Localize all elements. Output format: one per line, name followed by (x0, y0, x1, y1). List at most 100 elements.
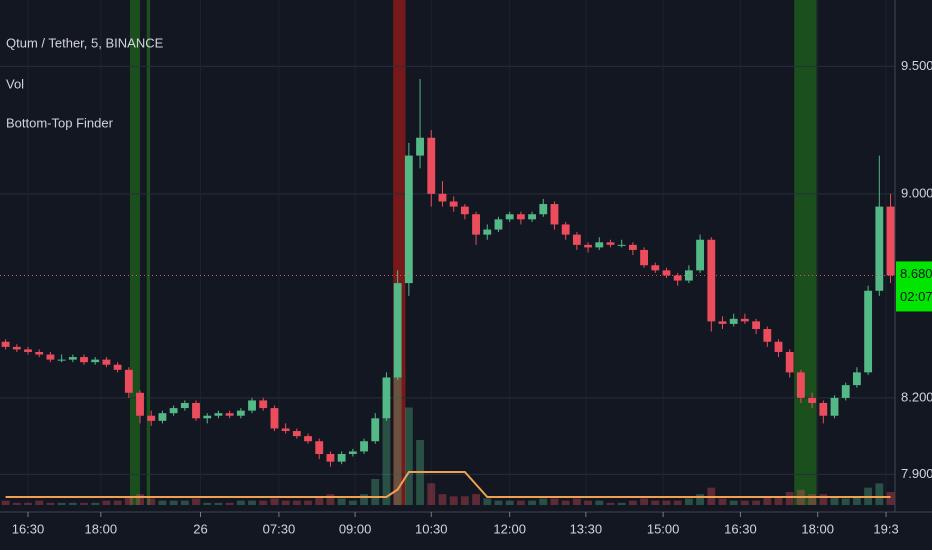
volume-bar (371, 479, 380, 505)
candle-body (102, 359, 111, 365)
candle-body (539, 204, 548, 215)
candle-body (80, 357, 88, 363)
candle-body (304, 436, 312, 442)
candle-body (449, 201, 458, 207)
volume-bar (225, 502, 234, 505)
volume-bar (136, 494, 144, 505)
volume-bar (606, 502, 615, 505)
volume-bar (124, 496, 133, 505)
volume-bar (561, 500, 570, 505)
candle-body (460, 206, 469, 215)
candle-body (628, 244, 637, 250)
x-tick-label: 15:00 (647, 521, 680, 536)
volume-bar (483, 498, 492, 505)
volume-bar (46, 502, 55, 505)
candle-body (136, 392, 144, 416)
candle-body (292, 431, 301, 437)
volume-bar (875, 483, 884, 505)
last-price-label: 8.680 (900, 266, 932, 281)
volume-bar (662, 500, 671, 505)
candle-body (505, 214, 514, 220)
x-tick-label: 16:30 (12, 521, 45, 536)
volume-bar (673, 500, 682, 505)
candle-body (12, 346, 21, 350)
volume-bar (248, 500, 256, 505)
candle-body (404, 155, 413, 284)
volume-bar (494, 500, 503, 505)
volume-bar (180, 500, 189, 505)
candle-body (595, 242, 604, 248)
candle-body (382, 377, 391, 419)
candle-body (740, 318, 749, 322)
volume-bar (819, 494, 828, 505)
volume-bar (651, 500, 660, 505)
candle-body (472, 214, 480, 235)
candle-body (774, 341, 783, 352)
volume-bar (102, 500, 111, 505)
candle-body (572, 234, 581, 245)
candle-body (24, 349, 32, 352)
volume-bar (404, 407, 413, 505)
volume-bar (337, 498, 346, 505)
candle-body (864, 290, 873, 373)
volume-bar (304, 500, 312, 505)
candle-body (124, 369, 133, 393)
candle-body (875, 206, 884, 291)
volume-bar (192, 498, 200, 505)
candle-body (886, 206, 895, 276)
candle-body (561, 224, 570, 235)
volume-bar (259, 500, 268, 505)
candle-body (752, 321, 761, 330)
volume-bar (528, 500, 536, 505)
x-tick-label: 18:00 (85, 521, 118, 536)
candle-body (416, 137, 424, 156)
volume-bar (584, 500, 592, 505)
signal-band (393, 0, 406, 505)
candle-body (337, 453, 346, 462)
candle-body (550, 204, 559, 225)
candle-body (281, 428, 290, 432)
volume-bar (505, 500, 514, 505)
candle-body (819, 402, 828, 416)
candle-body (763, 329, 772, 342)
candle-body (68, 357, 77, 360)
volume-bar (348, 500, 357, 505)
candle-body (371, 418, 380, 442)
candle-body (360, 441, 368, 452)
candle-body (180, 402, 189, 409)
candle-body (830, 397, 839, 416)
volume-bar (460, 496, 469, 505)
candle-body (169, 408, 178, 414)
candle-body (516, 214, 525, 220)
candle-body (57, 359, 66, 361)
legend-symbol: Qtum / Tether, 5, BINANCE (6, 35, 164, 50)
volume-bar (763, 496, 772, 505)
candle-body (236, 410, 245, 416)
volume-bar (382, 418, 391, 505)
candle-body (259, 400, 268, 409)
candle-body (617, 244, 626, 246)
candle-body (248, 400, 256, 411)
candle-body (438, 193, 447, 202)
volume-bar (841, 498, 850, 505)
volume-bar (80, 502, 88, 505)
candle-body (808, 397, 817, 403)
candle-body (785, 351, 794, 373)
candle-body (651, 265, 660, 271)
candle-body (640, 249, 649, 266)
candle-body (483, 229, 492, 235)
volume-bar (539, 498, 548, 505)
candle-body (46, 354, 55, 360)
y-tick-label: 8.200 (901, 389, 932, 404)
volume-bar (830, 496, 839, 505)
volume-bar (595, 500, 604, 505)
candle-body (315, 441, 324, 454)
volume-bar (740, 500, 749, 505)
volume-bar (360, 494, 368, 505)
volume-bar (516, 500, 525, 505)
candle-body (35, 351, 44, 355)
legend-indicator: Bottom-Top Finder (6, 115, 114, 130)
x-tick-label: 13:30 (570, 521, 603, 536)
